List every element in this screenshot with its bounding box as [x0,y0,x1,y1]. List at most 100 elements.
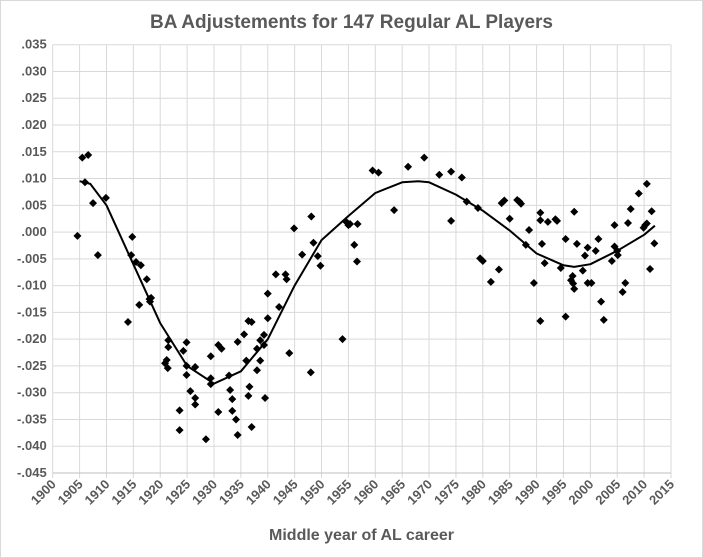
data-point [536,216,545,225]
data-point [572,239,581,248]
y-tick-label: .015 [21,144,46,159]
data-point [263,289,272,298]
data-point [101,193,110,202]
data-point [191,362,200,371]
data-point [521,240,530,249]
data-point [247,422,256,431]
data-point [179,346,188,355]
data-point [607,256,616,265]
y-tick-label: -.040 [17,438,47,453]
data-point [233,430,242,439]
data-point [298,250,307,259]
data-point [316,261,325,270]
y-tick-label: .010 [21,171,46,186]
data-point [338,335,347,344]
data-point [353,220,362,229]
data-point [594,235,603,244]
data-point [543,217,552,226]
data-point [163,364,172,373]
x-tick-label: 1930 [189,477,220,508]
x-tick-label: 1940 [243,477,274,508]
data-point [228,406,237,415]
data-point [447,167,456,176]
data-point [80,178,89,187]
x-tick-label: 1900 [28,477,59,508]
data-point [473,203,482,212]
x-tick-label: 1910 [82,477,113,508]
data-point [599,315,608,324]
data-point [646,265,655,274]
x-tick-label: 1925 [162,477,193,508]
data-point [353,257,362,266]
data-point [263,314,272,323]
data-point [591,246,600,255]
data-point [626,205,635,214]
y-tick-label: .000 [21,224,46,239]
data-point [613,251,622,260]
data-point [244,391,253,400]
data-point [390,206,399,215]
data-point [587,278,596,287]
data-point [313,252,322,261]
data-point [206,380,215,389]
x-tick-label: 2010 [619,477,650,508]
data-point [642,219,651,228]
x-tick-label: 1950 [297,477,328,508]
data-point [73,231,82,240]
data-point [132,258,141,267]
data-point [275,303,284,312]
data-point [435,170,444,179]
data-point [350,240,359,249]
data-point [650,239,659,248]
data-point [623,218,632,227]
data-point [214,407,223,416]
data-point [529,278,538,287]
data-point [597,297,606,306]
data-point [621,278,630,287]
data-point [217,344,226,353]
data-point [447,216,456,225]
data-point [494,265,503,274]
x-tick-label: 1975 [431,477,462,508]
data-point [374,168,383,177]
x-tick-label: 2015 [646,477,677,508]
data-point [259,330,268,339]
data-point [561,312,570,321]
data-point [93,251,102,260]
y-tick-label: -.005 [17,251,47,266]
data-point [610,221,619,230]
x-tick-label: 1935 [216,477,247,508]
data-point [486,277,495,286]
data-point [505,214,514,223]
data-point [457,173,466,182]
data-point [282,275,291,284]
data-point [226,386,235,395]
data-point [228,395,237,404]
data-point [536,316,545,325]
data-point [420,153,429,162]
y-tick-label: -.025 [17,358,47,373]
data-point [261,394,270,403]
trendline [79,180,656,385]
data-point [245,382,254,391]
x-tick-label: 1905 [55,477,86,508]
data-point [164,336,173,345]
data-point [127,251,136,260]
x-tick-label: 1915 [108,477,139,508]
data-point [344,221,353,230]
x-tick-label: 1985 [485,477,516,508]
data-point [175,406,184,415]
data-point [206,352,215,361]
data-point [182,338,191,347]
data-point [225,371,234,380]
data-point [191,394,200,403]
data-point [642,179,651,188]
data-point [578,266,587,275]
data-point [271,270,280,279]
data-point [525,225,534,234]
data-point [123,318,132,327]
y-tick-label: .030 [21,63,46,78]
y-tick-label: .005 [21,197,46,212]
